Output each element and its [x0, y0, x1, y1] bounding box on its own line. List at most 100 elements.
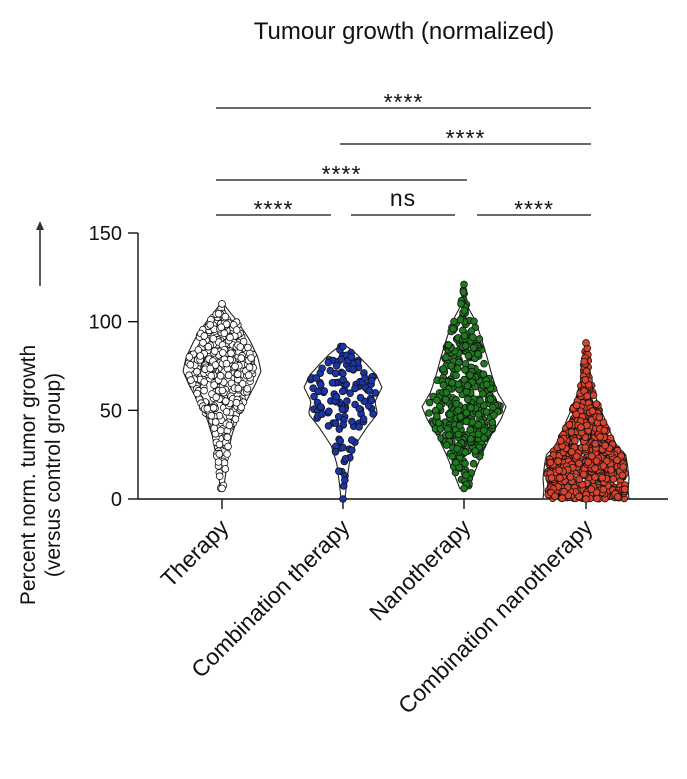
data-point: [223, 450, 231, 458]
data-point: [480, 434, 488, 442]
data-point: [341, 454, 350, 463]
data-point: [595, 413, 604, 422]
data-point: [462, 408, 471, 417]
data-point: [351, 384, 359, 393]
data-point: [337, 355, 346, 364]
data-point: [470, 317, 478, 326]
data-point: [460, 484, 468, 493]
data-point: [222, 407, 231, 416]
data-point: [460, 280, 468, 289]
data-point: [224, 371, 233, 380]
data-point: [231, 415, 240, 423]
data-point: [455, 421, 464, 430]
data-point: [560, 487, 568, 496]
data-point: [237, 403, 246, 411]
data-point: [347, 446, 356, 455]
data-point: [579, 470, 588, 479]
data-point: [572, 401, 581, 410]
data-point: [467, 404, 475, 412]
data-point: [318, 364, 326, 373]
data-point: [219, 349, 227, 357]
data-point: [442, 441, 451, 449]
data-point: [217, 426, 225, 435]
data-point: [556, 474, 564, 482]
data-point: [488, 403, 497, 412]
significance-label: ****: [446, 125, 486, 151]
data-point: [482, 408, 491, 416]
data-point: [232, 398, 241, 407]
data-point: [214, 458, 223, 466]
data-point: [212, 393, 221, 402]
data-point: [331, 369, 340, 378]
data-point: [196, 352, 205, 360]
data-point: [601, 441, 609, 450]
data-point: [348, 417, 356, 426]
data-point: [365, 387, 374, 395]
data-point: [207, 371, 216, 380]
x-category-label: Nanotherapy: [364, 514, 476, 626]
data-point: [425, 398, 434, 407]
data-point: [587, 485, 596, 493]
data-point: [233, 370, 242, 378]
data-point: [318, 410, 326, 419]
data-point: [591, 473, 599, 481]
data-point: [220, 329, 229, 338]
data-point: [340, 476, 349, 484]
data-point: [434, 419, 443, 427]
data-point: [609, 475, 618, 483]
data-point: [203, 404, 212, 413]
data-point: [310, 392, 318, 401]
data-point: [459, 288, 468, 296]
data-point: [598, 473, 606, 482]
data-point: [444, 341, 453, 349]
data-point: [439, 381, 448, 389]
data-point: [445, 431, 453, 439]
data-point: [187, 376, 195, 384]
data-point: [462, 471, 470, 480]
data-point: [236, 343, 245, 351]
data-point: [456, 412, 465, 421]
data-point: [555, 466, 563, 475]
data-point: [312, 374, 321, 382]
data-point: [551, 492, 559, 501]
data-point: [361, 374, 369, 382]
data-point: [565, 420, 574, 429]
data-point: [338, 387, 347, 396]
data-point: [454, 406, 463, 415]
data-point: [588, 407, 597, 415]
data-point: [474, 420, 483, 429]
data-point: [461, 448, 470, 456]
data-point: [479, 389, 487, 398]
data-point: [369, 410, 377, 418]
data-point: [442, 388, 451, 397]
data-point: [582, 339, 590, 347]
data-point: [575, 459, 583, 468]
data-point: [587, 452, 596, 460]
data-point: [441, 395, 450, 404]
data-point: [546, 458, 555, 467]
data-point: [367, 396, 376, 405]
data-point: [227, 349, 235, 358]
data-point: [339, 495, 347, 503]
significance-label: ****: [322, 161, 362, 187]
data-point: [215, 450, 224, 458]
data-point: [490, 411, 498, 419]
data-point: [216, 371, 225, 380]
data-point: [247, 354, 255, 362]
data-point: [214, 309, 223, 318]
data-point: [592, 488, 601, 497]
data-point: [452, 458, 460, 467]
data-point: [222, 397, 230, 405]
data-point: [446, 410, 454, 419]
data-point: [558, 494, 566, 503]
data-point: [577, 423, 585, 432]
data-point: [238, 379, 247, 388]
x-category-label: Therapy: [155, 514, 233, 592]
data-point: [572, 410, 580, 419]
data-point: [336, 437, 345, 445]
data-point: [425, 409, 433, 417]
data-point: [347, 353, 356, 361]
data-point: [211, 418, 220, 426]
y-axis-label: Percent norm. tumor growth (versus contr…: [17, 345, 65, 605]
significance-label: ****: [254, 196, 294, 222]
